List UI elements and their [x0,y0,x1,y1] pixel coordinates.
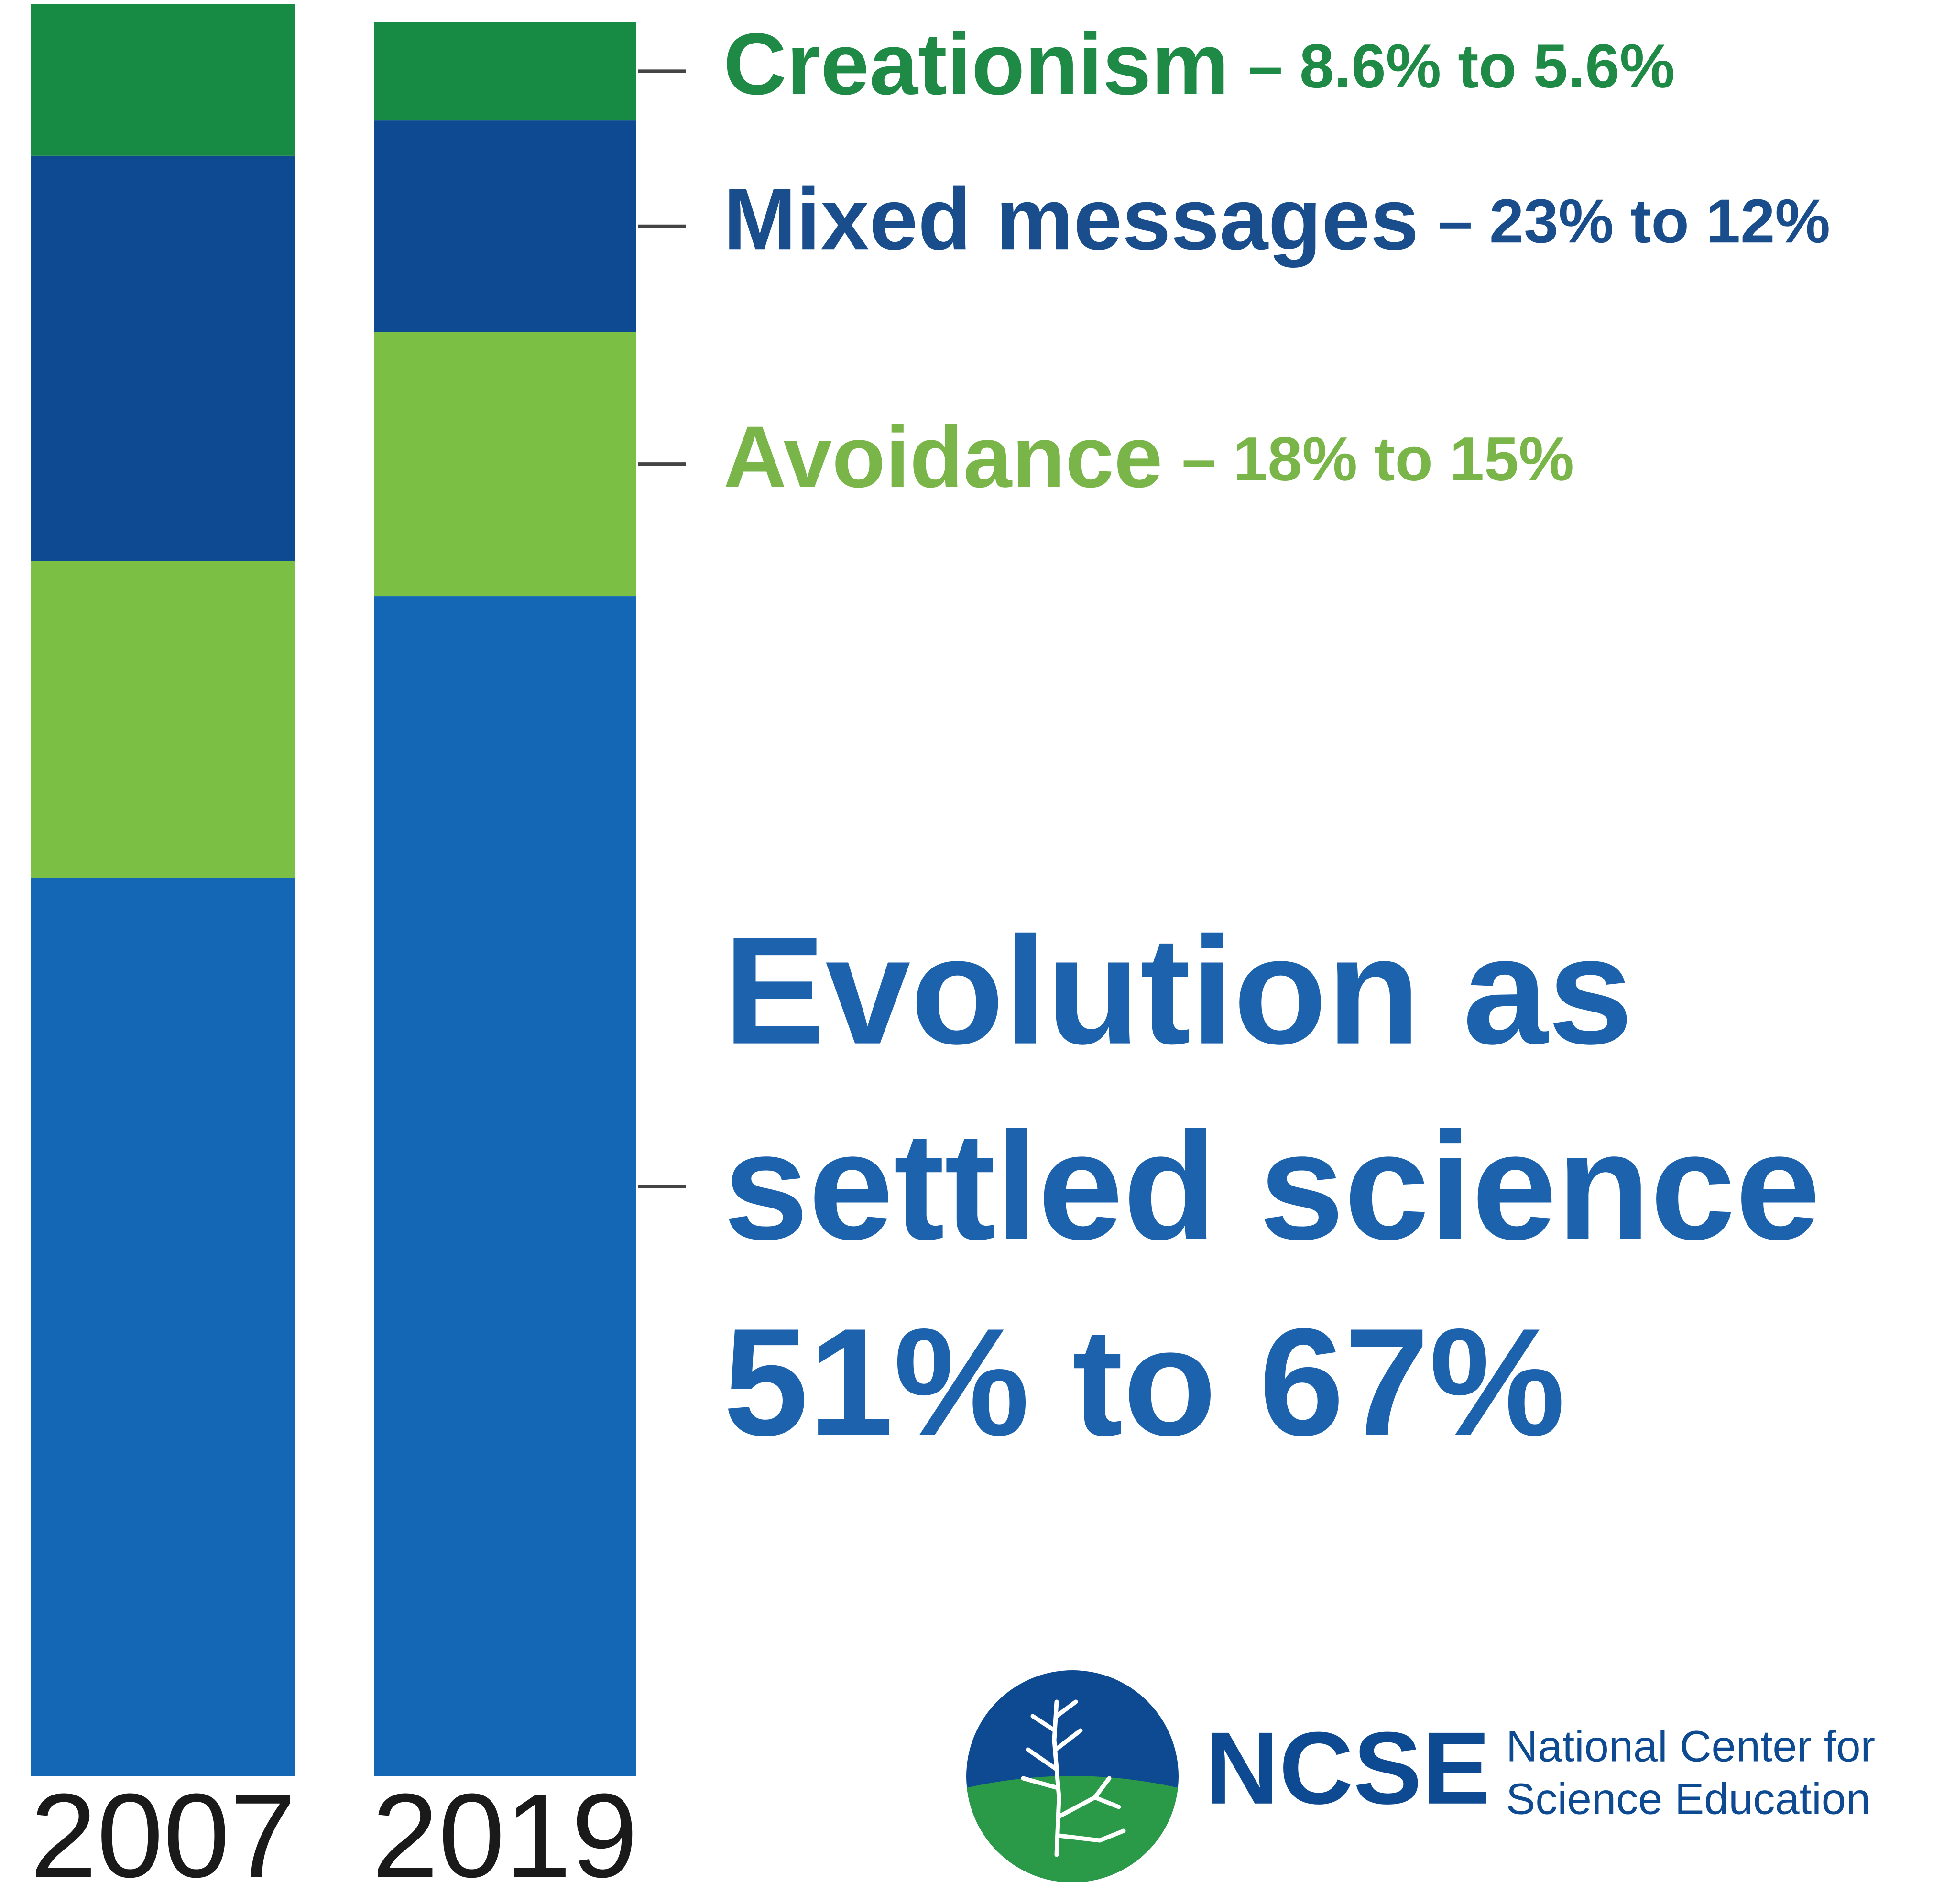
connector: to [1630,186,1689,256]
logo-acronym: NCSE [1205,1710,1490,1826]
connector: to [1458,31,1517,101]
x-tick-label: 2019 [372,1769,638,1902]
series-name: Evolution as settled science [723,904,1821,1272]
x-tick-label: 2007 [30,1769,296,1902]
bar-segment [31,155,295,561]
series-name: Avoidance [723,408,1163,506]
connector: to [1374,424,1433,494]
bar-segment [31,561,295,878]
value-label: 18% [1233,424,1357,494]
series-name: Creationism [723,15,1229,113]
bar-segment [31,4,295,156]
separator: – [1438,186,1473,256]
value-label: 15% [1450,424,1574,494]
bar-segment [31,878,295,1776]
bar-segment [374,22,636,121]
logo-tree [1021,1699,1126,1857]
series-name: Mixed messages [723,170,1419,268]
value-label: 51% [723,1296,1030,1468]
value-label: 23% [1489,186,1614,256]
value-row: 51% to 67% [723,1284,1919,1480]
separator: – [1248,31,1283,101]
series-label: Mixed messages –23% to 12% [723,170,1830,268]
logo-bottom [966,1776,1179,1882]
value-label: 12% [1706,186,1830,256]
logo-line: National Center for [1506,1722,1875,1771]
connector: to [1072,1296,1217,1468]
value-label: 67% [1259,1296,1565,1468]
separator: – [1182,424,1216,494]
bar-segment [374,120,636,332]
value-label: 8.6% [1300,31,1441,101]
series-label: Evolution as settled science 51% to 67% [723,892,1919,1480]
series-label: Creationism –8.6% to 5.6% [723,15,1675,113]
bar-segment [374,596,636,1776]
logo-line: Science Education [1506,1774,1870,1823]
value-label: 5.6% [1533,31,1675,101]
bar-segment [374,332,636,597]
series-label: Avoidance –18% to 15% [723,408,1574,506]
logo: NCSE National Center for Science Educati… [966,1670,1875,1882]
